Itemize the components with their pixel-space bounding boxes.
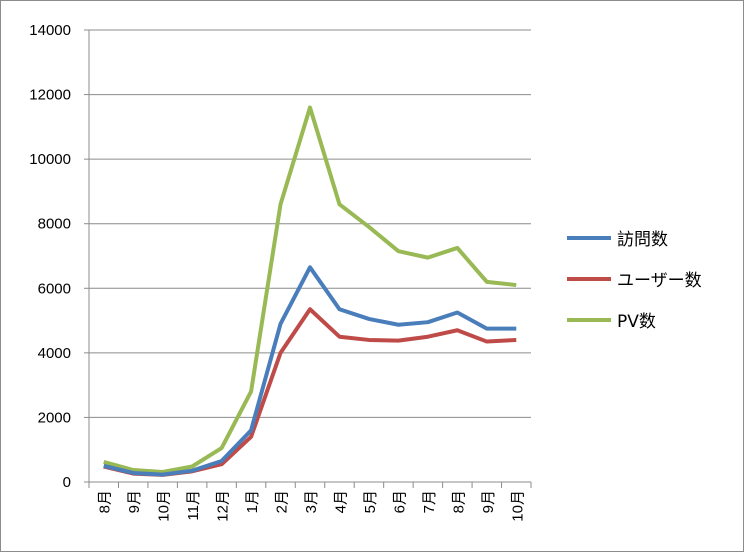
y-tick-label: 6000 [38, 280, 71, 297]
y-tick-label: 2000 [38, 409, 71, 426]
x-tick-label: 7月 [421, 490, 438, 513]
x-tick-label: 1月 [244, 490, 261, 513]
y-tick-label: 4000 [38, 345, 71, 362]
x-tick-label: 5月 [362, 490, 379, 513]
x-tick-label: 4月 [332, 490, 349, 513]
legend-swatch [567, 276, 611, 281]
legend-item: 訪問数 [567, 225, 668, 250]
x-tick-label: 9月 [480, 490, 497, 513]
legend-swatch [567, 235, 611, 240]
x-tick-label: 12月 [215, 490, 232, 522]
x-tick-label: 10月 [156, 490, 173, 522]
x-tick-label: 2月 [274, 490, 291, 513]
y-tick-label: 8000 [38, 216, 71, 233]
x-tick-label: 8月 [97, 490, 114, 513]
x-tick-label: 9月 [126, 490, 143, 513]
legend-label: 訪問数 [617, 230, 668, 250]
legend-item: ユーザー数 [567, 266, 702, 291]
legend-label: PV数 [617, 312, 656, 332]
y-tick-label: 12000 [29, 87, 71, 104]
x-tick-label: 6月 [391, 490, 408, 513]
legend-swatch [567, 317, 611, 322]
series-line-訪問数 [103, 265, 517, 477]
series-line-ユーザー数 [103, 307, 517, 477]
x-tick-label: 3月 [303, 490, 320, 513]
x-tick-label: 10月 [509, 490, 526, 522]
y-tick-label: 14000 [29, 22, 71, 39]
x-tick-label: 8月 [450, 490, 467, 513]
legend-item: PV数 [567, 307, 656, 332]
y-tick-label: 0 [63, 474, 71, 491]
x-tick-label: 11月 [185, 490, 202, 521]
y-tick-label: 10000 [29, 151, 71, 168]
legend-label: ユーザー数 [617, 271, 702, 291]
